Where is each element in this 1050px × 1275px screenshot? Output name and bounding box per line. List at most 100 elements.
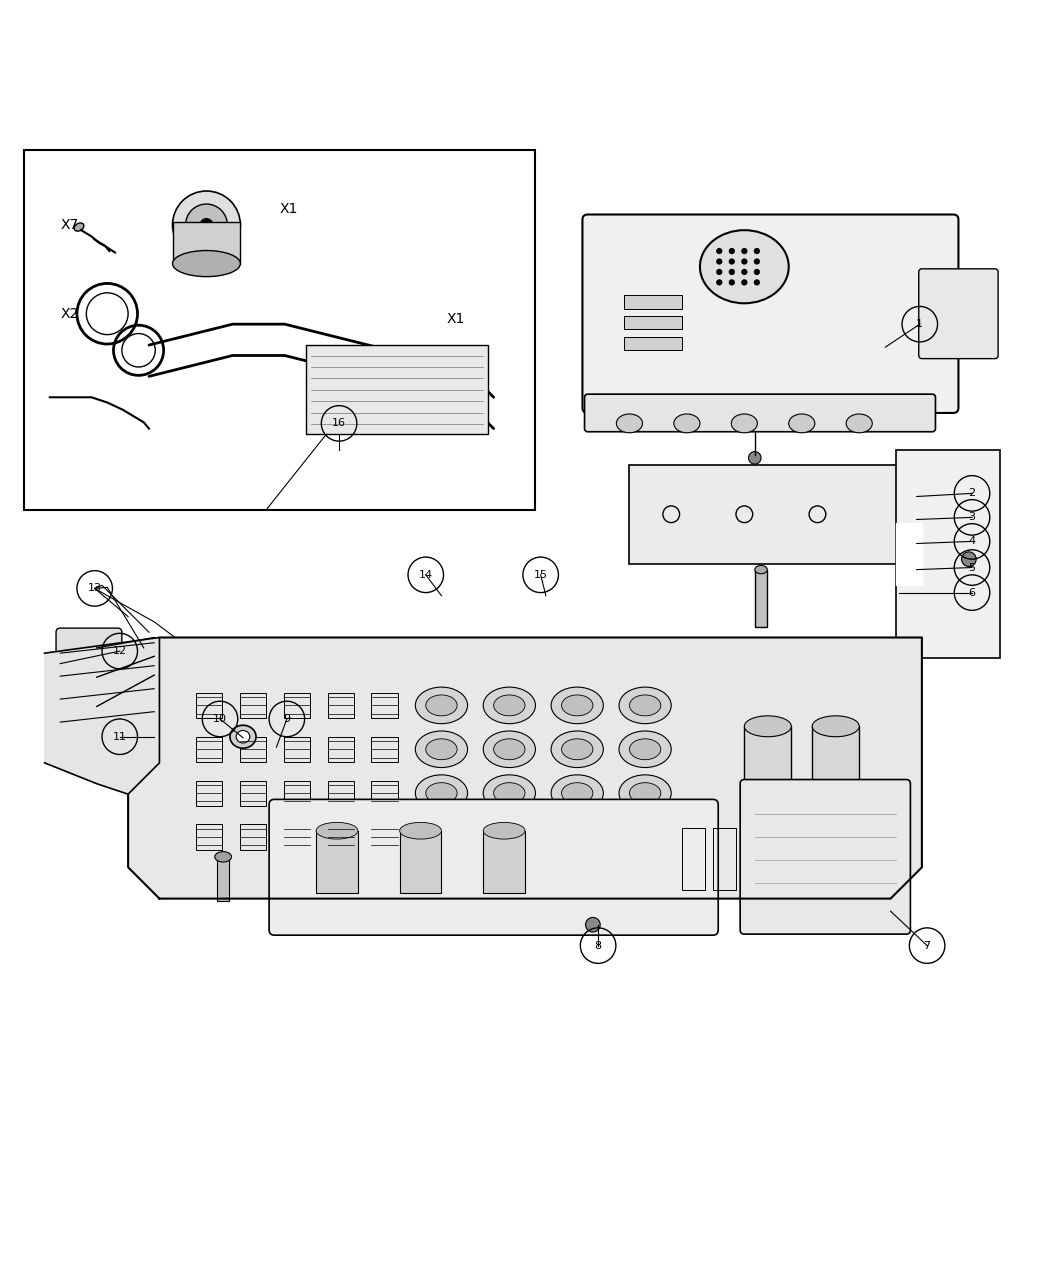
- Circle shape: [729, 247, 735, 254]
- Polygon shape: [128, 638, 922, 899]
- Text: X7: X7: [60, 218, 79, 232]
- FancyBboxPatch shape: [896, 450, 1001, 658]
- Ellipse shape: [316, 822, 358, 839]
- Bar: [372, 780, 398, 806]
- Circle shape: [754, 247, 760, 254]
- Circle shape: [754, 259, 760, 265]
- Text: 14: 14: [419, 570, 433, 580]
- Text: 6: 6: [968, 588, 975, 598]
- Bar: [713, 827, 736, 890]
- Ellipse shape: [483, 819, 536, 856]
- Ellipse shape: [416, 731, 467, 768]
- Bar: [239, 737, 266, 761]
- Bar: [681, 827, 705, 890]
- FancyBboxPatch shape: [629, 465, 901, 565]
- Ellipse shape: [416, 687, 467, 724]
- Bar: [239, 780, 266, 806]
- Ellipse shape: [846, 414, 873, 432]
- Ellipse shape: [230, 725, 256, 748]
- Text: 10: 10: [213, 714, 227, 724]
- Bar: [328, 825, 354, 849]
- Bar: [284, 737, 310, 761]
- Ellipse shape: [551, 687, 604, 724]
- Bar: [239, 692, 266, 718]
- Bar: [328, 737, 354, 761]
- Circle shape: [962, 552, 977, 566]
- Circle shape: [741, 269, 748, 275]
- Circle shape: [716, 259, 722, 265]
- Circle shape: [201, 219, 213, 231]
- Circle shape: [716, 247, 722, 254]
- Text: X2: X2: [60, 307, 79, 321]
- Ellipse shape: [562, 783, 593, 803]
- Ellipse shape: [416, 819, 467, 856]
- Bar: [483, 831, 525, 894]
- Text: 8: 8: [594, 941, 602, 951]
- FancyBboxPatch shape: [583, 214, 959, 413]
- Text: 11: 11: [112, 732, 127, 742]
- Ellipse shape: [674, 414, 700, 432]
- Ellipse shape: [172, 191, 240, 259]
- Text: X1: X1: [279, 203, 298, 217]
- Ellipse shape: [494, 738, 525, 760]
- Ellipse shape: [236, 731, 250, 743]
- Ellipse shape: [426, 783, 457, 803]
- Bar: [173, 222, 239, 264]
- Bar: [755, 570, 768, 627]
- FancyBboxPatch shape: [740, 779, 910, 935]
- Bar: [744, 827, 768, 890]
- Ellipse shape: [731, 414, 757, 432]
- Text: 3: 3: [968, 513, 975, 523]
- Ellipse shape: [551, 775, 604, 811]
- Text: 7: 7: [924, 941, 930, 951]
- Bar: [624, 295, 681, 309]
- Ellipse shape: [483, 687, 536, 724]
- Ellipse shape: [400, 822, 441, 839]
- Circle shape: [729, 259, 735, 265]
- Ellipse shape: [483, 822, 525, 839]
- Bar: [372, 737, 398, 761]
- FancyBboxPatch shape: [269, 799, 718, 935]
- Text: 13: 13: [88, 584, 102, 593]
- FancyBboxPatch shape: [919, 269, 999, 358]
- Text: 16: 16: [332, 418, 346, 428]
- Text: 4: 4: [968, 537, 975, 547]
- Ellipse shape: [494, 695, 525, 715]
- Ellipse shape: [700, 231, 789, 303]
- Circle shape: [716, 269, 722, 275]
- Bar: [239, 825, 266, 849]
- Ellipse shape: [562, 826, 593, 848]
- Circle shape: [741, 259, 748, 265]
- Ellipse shape: [426, 826, 457, 848]
- Bar: [400, 831, 441, 894]
- Ellipse shape: [744, 715, 792, 737]
- Ellipse shape: [629, 826, 660, 848]
- Text: X1: X1: [446, 312, 465, 326]
- Text: 15: 15: [533, 570, 548, 580]
- Bar: [372, 692, 398, 718]
- Ellipse shape: [483, 775, 536, 811]
- Circle shape: [729, 269, 735, 275]
- Ellipse shape: [215, 852, 231, 862]
- FancyBboxPatch shape: [56, 629, 122, 678]
- Ellipse shape: [813, 715, 859, 737]
- Bar: [196, 825, 223, 849]
- Text: 9: 9: [284, 714, 291, 724]
- Bar: [196, 737, 223, 761]
- Bar: [306, 346, 488, 434]
- Circle shape: [754, 279, 760, 286]
- Bar: [196, 780, 223, 806]
- Text: 2: 2: [968, 488, 975, 499]
- Ellipse shape: [562, 695, 593, 715]
- Bar: [776, 827, 799, 890]
- Ellipse shape: [483, 731, 536, 768]
- Bar: [896, 523, 922, 585]
- Ellipse shape: [551, 819, 604, 856]
- FancyBboxPatch shape: [585, 394, 936, 432]
- Ellipse shape: [426, 695, 457, 715]
- Circle shape: [741, 247, 748, 254]
- Circle shape: [741, 279, 748, 286]
- Ellipse shape: [75, 223, 84, 231]
- Bar: [328, 692, 354, 718]
- Ellipse shape: [629, 738, 660, 760]
